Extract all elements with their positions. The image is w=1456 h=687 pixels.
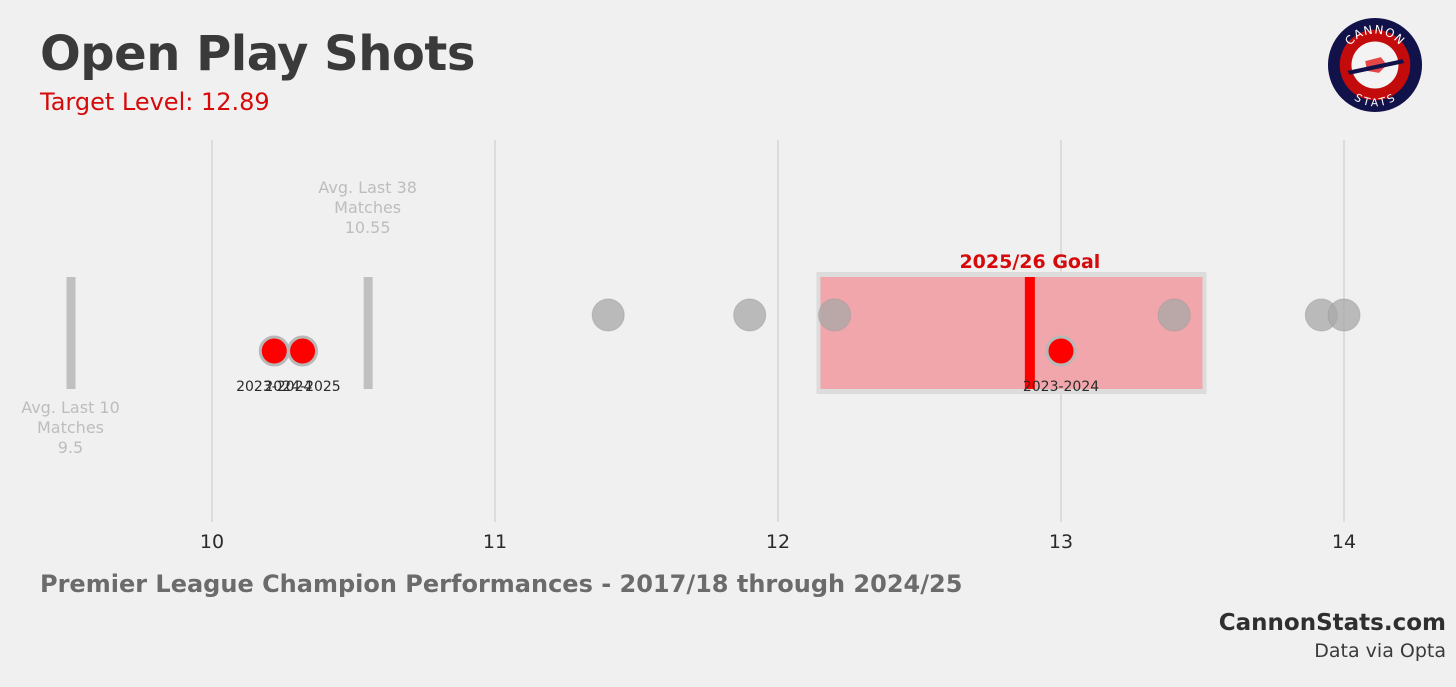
goal-marker bbox=[1024, 277, 1035, 389]
x-tick-label: 14 bbox=[1332, 531, 1356, 553]
avg-reference-label: 9.5 bbox=[58, 438, 83, 457]
goal-band-layer: 2025/26 Goal bbox=[816, 251, 1207, 394]
chart-title: Open Play Shots bbox=[40, 26, 475, 82]
brand-link[interactable]: CannonStats.com bbox=[1218, 610, 1446, 636]
avg-reference-label: Matches bbox=[37, 418, 104, 437]
highlight-point-label: 2023-2024 bbox=[1023, 379, 1099, 395]
avg-reference-label: Matches bbox=[334, 198, 401, 217]
logo-bottom-text: STATS bbox=[1352, 91, 1397, 109]
highlight-data-point bbox=[1045, 335, 1077, 367]
avg-reference-label: Avg. Last 38 bbox=[318, 178, 417, 197]
grey-data-point bbox=[1327, 298, 1361, 332]
x-axis-ticks: 10 11 12 13 14 bbox=[200, 531, 1356, 553]
footer-note: Premier League Champion Performances - 2… bbox=[40, 570, 963, 598]
x-tick-label: 11 bbox=[483, 531, 507, 553]
grey-data-point bbox=[591, 298, 625, 332]
avg-reference-label: Avg. Last 10 bbox=[21, 398, 120, 417]
grey-data-point bbox=[1157, 298, 1191, 332]
avg-reference-label: 10.55 bbox=[345, 218, 391, 237]
highlight-data-point bbox=[287, 335, 319, 367]
avg-reference-line bbox=[66, 277, 76, 389]
x-tick-label: 12 bbox=[766, 531, 790, 553]
x-tick-label: 10 bbox=[200, 531, 224, 553]
avg-reference-line bbox=[363, 277, 373, 389]
grey-data-point bbox=[733, 298, 767, 332]
goal-label: 2025/26 Goal bbox=[959, 251, 1100, 273]
goal-band bbox=[820, 277, 1203, 389]
highlight-point-label: 2023-2024 bbox=[236, 379, 312, 395]
svg-text:STATS: STATS bbox=[1352, 91, 1398, 109]
highlight-point-label: 2024-2025 bbox=[264, 379, 340, 395]
cannonstats-logo: CANNON STATS bbox=[1327, 17, 1423, 113]
grey-data-point bbox=[818, 298, 852, 332]
data-source: Data via Opta bbox=[1314, 640, 1446, 662]
highlight-data-point bbox=[258, 335, 290, 367]
x-tick-label: 13 bbox=[1049, 531, 1073, 553]
target-level-subtitle: Target Level: 12.89 bbox=[40, 88, 270, 116]
